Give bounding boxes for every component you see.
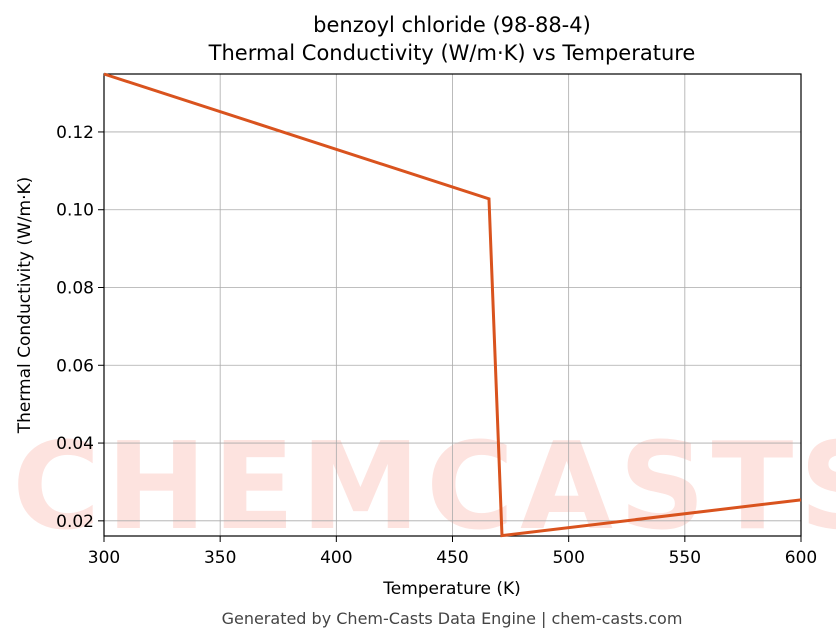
data-line bbox=[103, 72, 802, 538]
x-tick-label: 400 bbox=[320, 548, 352, 568]
y-tick-label: 0.10 bbox=[56, 201, 94, 221]
y-tick-label: 0.02 bbox=[56, 512, 94, 532]
x-axis-label: Temperature (K) bbox=[382, 579, 521, 599]
x-tick-label: 450 bbox=[436, 548, 468, 568]
footer: Generated by Chem-Casts Data Engine | ch… bbox=[222, 609, 683, 628]
y-tick-label: 0.04 bbox=[56, 434, 94, 454]
x-tick-label: 350 bbox=[204, 548, 236, 568]
plot-frame bbox=[103, 73, 802, 537]
x-tick-label: 300 bbox=[88, 548, 120, 568]
x-tick-label: 600 bbox=[785, 548, 817, 568]
chart-title: benzoyl chloride (98-88-4) bbox=[313, 13, 591, 37]
watermark: CHEMCASTS bbox=[12, 418, 836, 557]
chart-subtitle: Thermal Conductivity (W/m·K) vs Temperat… bbox=[208, 41, 696, 65]
y-tick-label: 0.12 bbox=[56, 123, 94, 143]
y-axis-label: Thermal Conductivity (W/m·K) bbox=[15, 177, 35, 435]
x-tick-label: 550 bbox=[669, 548, 701, 568]
x-tick-label: 500 bbox=[552, 548, 584, 568]
y-tick-label: 0.06 bbox=[56, 356, 94, 376]
y-tick-label: 0.08 bbox=[56, 279, 94, 299]
